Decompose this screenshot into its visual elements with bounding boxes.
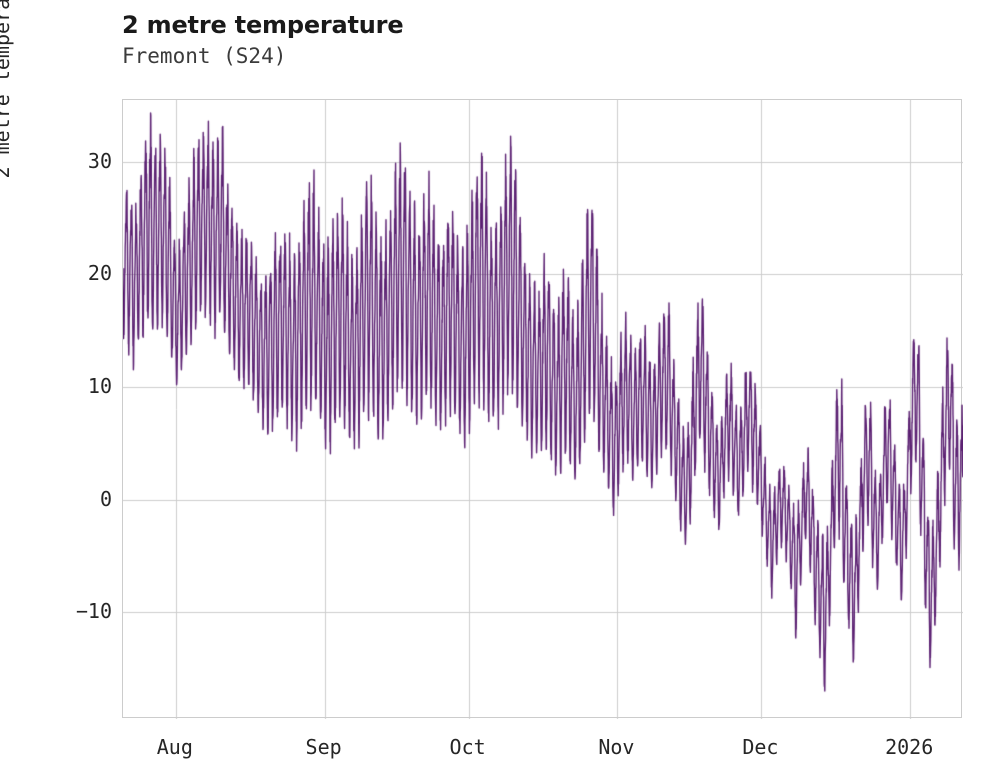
page-title: 2 metre temperature	[122, 11, 404, 39]
x-tick-label: Aug	[156, 735, 193, 759]
x-tick-label: Dec	[742, 735, 779, 759]
x-tick-label: Nov	[598, 735, 635, 759]
chart-subtitle: Fremont (S24)	[122, 44, 287, 68]
plot-area	[122, 99, 963, 719]
y-tick-label: 10	[87, 373, 112, 398]
y-tick-label: 20	[87, 261, 112, 286]
x-axis-tick-labels: Aug Sep Oct Nov Dec 2026	[0, 735, 981, 765]
x-tick-label: Sep	[305, 735, 342, 759]
y-tick-label: 0	[99, 486, 112, 511]
x-tick-label: 2026	[885, 735, 934, 759]
temperature-series-canvas	[123, 100, 963, 719]
title-block: 2 metre temperature Fremont (S24)	[122, 10, 822, 70]
y-axis-title: 2 metre temperature [C]	[0, 0, 14, 178]
x-tick-label: Oct	[449, 735, 486, 759]
y-tick-label: −10	[75, 599, 112, 624]
y-axis-tick-labels: −10 0 10 20 30	[62, 0, 112, 782]
y-tick-label: 30	[87, 148, 112, 173]
